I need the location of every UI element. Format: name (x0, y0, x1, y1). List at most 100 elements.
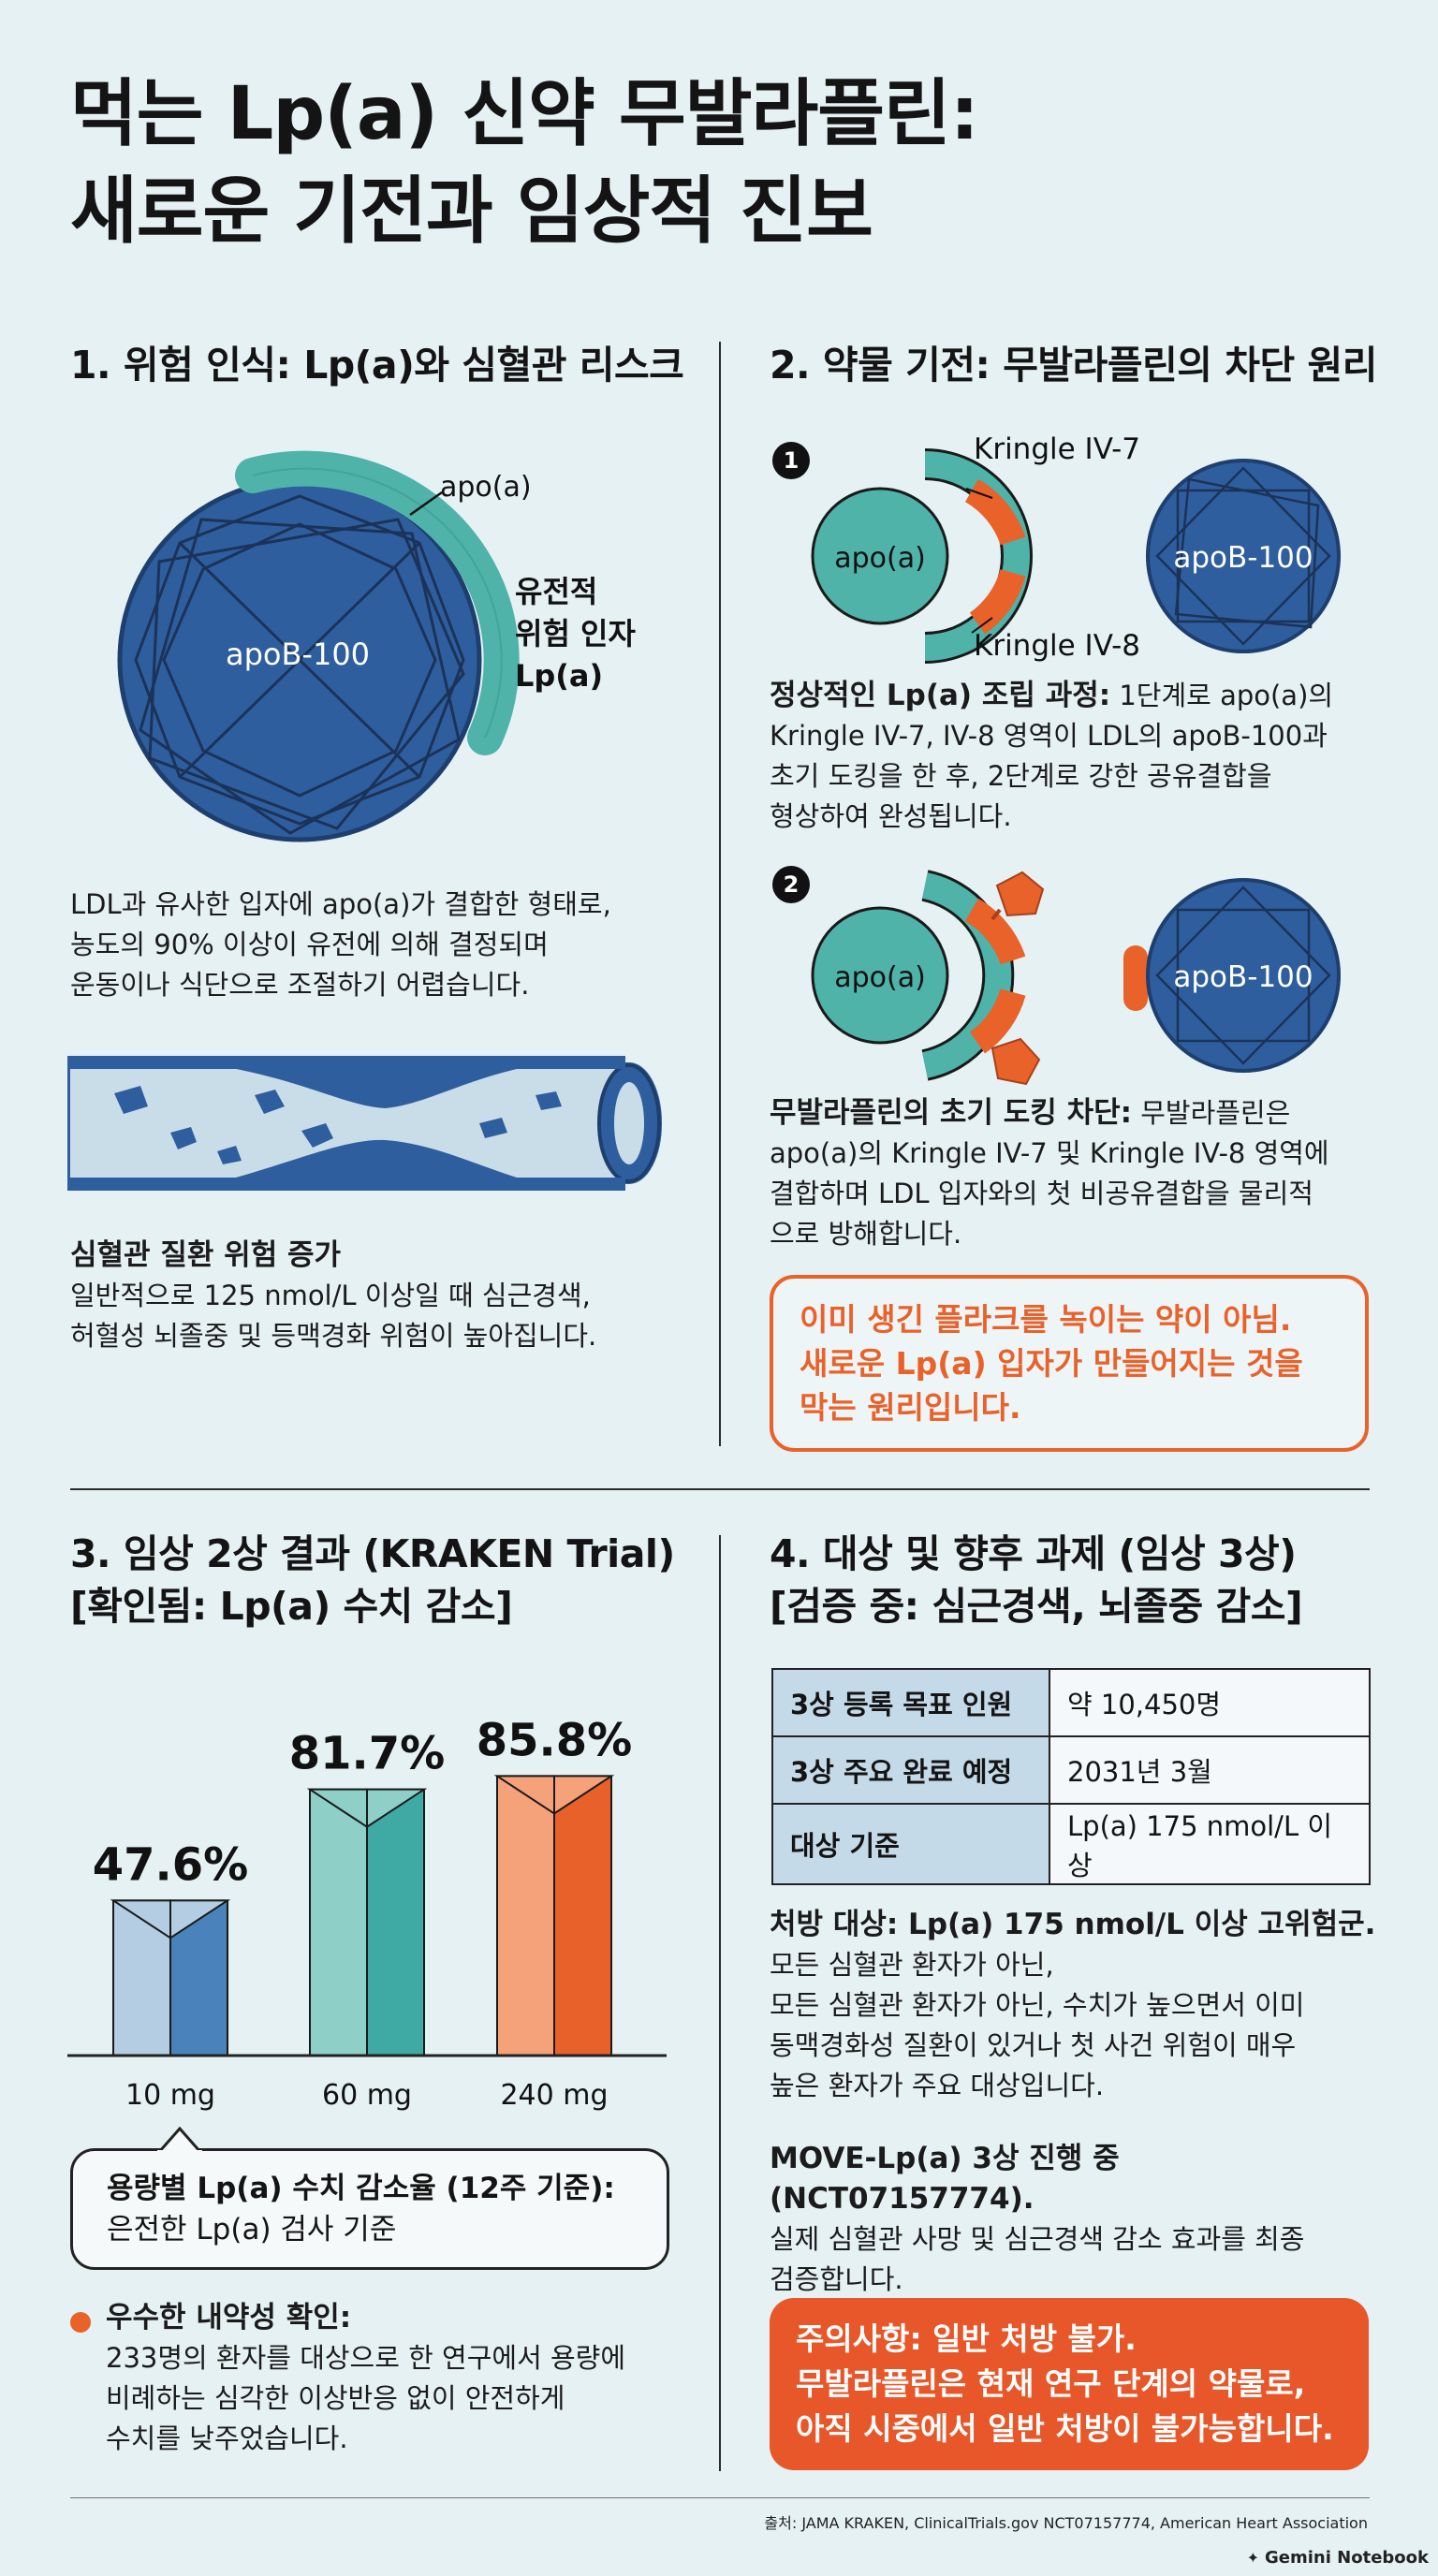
risk-block: 심혈관 질환 위험 증가 일반적으로 125 nmol/L 이상일 때 심근경색… (70, 1236, 688, 1356)
table-cell-value: 약 10,450명 (1049, 1668, 1371, 1737)
prescription-line: 모든 심혈관 환자가 아닌, (770, 1949, 1054, 1981)
blocking-line: 결합하며 LDL 입자와의 첫 비공유결합을 물리적 (770, 1178, 1313, 1209)
table-cell-label: 대상 기준 (771, 1803, 1050, 1885)
risk-line: 일반적으로 125 nmol/L 이상일 때 심근경색, (70, 1280, 591, 1311)
normal-assembly-diagram: apo(a) Kringle IV-7 Kringle IV-8 apoB-10… (811, 432, 1341, 664)
sparkle-icon: ✦ (1246, 2549, 1259, 2567)
apob-label-step2: apoB-100 (1173, 960, 1313, 994)
apoa-label-step1: apo(a) (834, 542, 926, 575)
bubble-pointer (157, 2127, 202, 2153)
bar (110, 1899, 231, 2056)
prescription-line: 모든 심혈관 환자가 아닌, 수치가 높으면서 이미 (770, 1989, 1305, 2021)
bar-value-label: 85.8% (477, 1714, 633, 1766)
callout-line: 새로운 Lp(a) 입자가 만들어지는 것을 (800, 1345, 1303, 1382)
tolerability-bullet (70, 2312, 91, 2333)
section1-desc-line: 농도의 90% 이상이 유전에 의해 결정되며 (70, 929, 549, 960)
normal-assembly-line: 초기 도킹을 한 후, 2단계로 강한 공유결합을 (770, 760, 1272, 792)
divider-vertical-top (719, 342, 721, 1446)
move-trial-title: MOVE-Lp(a) 3상 진행 중 (NCT07157774). (770, 2142, 1120, 2216)
chart-caption-bubble: 용량별 Lp(a) 수치 감소율 (12주 기준): 은전한 Lp(a) 검사 … (70, 2148, 669, 2270)
divider-horizontal-middle (70, 1488, 1370, 1490)
prescription-line: 동맥경화성 질환이 있거나 첫 사건 위험이 매우 (770, 2029, 1297, 2061)
blocked-docking-diagram: apo(a) apoB-100 (811, 870, 1341, 1086)
caution-line: 무발라플린은 현재 연구 단계의 약물로, (796, 2365, 1306, 2402)
normal-assembly-line: Kringle IV-7, IV-8 영역이 LDL의 apoB-100과 (770, 720, 1328, 752)
phase3-info-table: 3상 등록 목표 인원 약 10,450명 3상 주요 완료 예정 2031년 … (771, 1668, 1371, 1885)
brand-name: Gemini Notebook (1265, 2548, 1429, 2568)
blocking-line: apo(a)의 Kringle IV-7 및 Kringle IV-8 영역에 (770, 1137, 1329, 1169)
brand-mark: ✦ Gemini Notebook (1247, 2548, 1429, 2568)
normal-assembly-title: 정상적인 Lp(a) 조립 과정: (770, 679, 1111, 712)
apoa-label-step2: apo(a) (834, 961, 926, 994)
move-trial-line: 실제 심혈관 사망 및 심근경색 감소 효과를 최종 (770, 2223, 1305, 2255)
prescription-target-title: 처방 대상: Lp(a) 175 nmol/L 이상 고위험군. (770, 1908, 1376, 1941)
artery-plaque-icon (67, 1056, 662, 1191)
tolerability-line: 233명의 환자를 대상으로 한 연구에서 용량에 (106, 2342, 626, 2374)
section1-description: LDL과 유사한 입자에 apo(a)가 결합한 형태로, 농도의 90% 이상… (70, 885, 688, 1005)
tolerability-line: 수치를 낮주었습니다. (106, 2422, 348, 2454)
table-cell-label: 3상 등록 목표 인원 (771, 1668, 1050, 1737)
section3-heading-line1: 3. 임상 2상 결과 (KRAKEN Trial) (70, 1531, 675, 1576)
step2-badge: 2 (772, 866, 810, 903)
genetic-label-3: Lp(a) (515, 658, 603, 694)
section3-heading: 3. 임상 2상 결과 (KRAKEN Trial) [확인됨: Lp(a) 수… (70, 1528, 675, 1632)
tolerability-title: 우수한 내약성 확인: (106, 2301, 352, 2334)
prescription-line: 높은 환자가 주요 대상입니다. (770, 2070, 1105, 2101)
blocking-line: 무발라플린은 (1132, 1097, 1291, 1129)
section1-heading: 1. 위험 인식: Lp(a)와 심혈관 리스크 (70, 343, 684, 388)
section1-desc-line: LDL과 유사한 입자에 apo(a)가 결합한 형태로, (70, 888, 611, 920)
table-cell-value: Lp(a) 175 nmol/L 이상 (1049, 1803, 1371, 1885)
mechanism-callout: 이미 생긴 플라크를 녹이는 약이 아님. 새로운 Lp(a) 입자가 만들어지… (770, 1275, 1369, 1452)
move-trial-block: MOVE-Lp(a) 3상 진행 중 (NCT07157774). 실제 심혈관… (770, 2139, 1387, 2300)
tolerability-block: 우수한 내약성 확인: 233명의 환자를 대상으로 한 연구에서 용량에 비례… (106, 2298, 686, 2459)
apob-label: apoB-100 (226, 637, 370, 672)
normal-assembly-line: 형상하여 완성됩니다. (770, 800, 1012, 832)
normal-assembly-line: 1단계로 apo(a)의 (1110, 680, 1334, 711)
risk-title: 심혈관 질환 위험 증가 (70, 1238, 342, 1272)
section4-heading: 4. 대상 및 향후 과제 (임상 3상) [검증 중: 심근경색, 뇌졸중 감… (770, 1528, 1303, 1632)
bar-category-label: 60 mg (322, 2079, 412, 2112)
genetic-label-1: 유전적 (515, 574, 597, 609)
divider-vertical-bottom (719, 1535, 721, 2471)
kringle-iv7-label: Kringle IV-7 (974, 432, 1140, 466)
caution-line: 주의사항: 일반 처방 불가. (796, 2320, 1137, 2357)
apob-label-step1: apoB-100 (1173, 541, 1313, 575)
chart-caption-subtitle: 은전한 Lp(a) 검사 기준 (107, 2213, 397, 2247)
callout-line: 이미 생긴 플라크를 녹이는 약이 아님. (800, 1301, 1292, 1338)
dose-response-bar-chart: 47.6% 10 mg 81.7% 60 mg 85.8% 240 mg (67, 1714, 667, 2112)
source-citation: 출처: JAMA KRAKEN, ClinicalTrials.gov NCT0… (764, 2514, 1368, 2532)
step1-badge: 1 (772, 442, 810, 479)
move-trial-line: 검증합니다. (770, 2263, 903, 2295)
kringle-iv8-label: Kringle IV-8 (974, 629, 1140, 663)
table-row: 3상 주요 완료 예정 2031년 3월 (771, 1735, 1371, 1805)
callout-line: 막는 원리입니다. (800, 1389, 1021, 1426)
section4-heading-line2: [검증 중: 심근경색, 뇌졸중 감소] (770, 1584, 1303, 1629)
divider-footer (70, 2497, 1370, 2498)
page-title: 먹는 Lp(a) 신약 무발라플린: 새로운 기전과 임상적 진보 (70, 66, 1381, 260)
section3-heading-line2: [확인됨: Lp(a) 수치 감소] (70, 1584, 513, 1629)
bar (306, 1788, 428, 2057)
bar-value-label: 47.6% (93, 1838, 249, 1891)
table-row: 대상 기준 Lp(a) 175 nmol/L 이상 (771, 1803, 1371, 1885)
risk-line: 허혈성 뇌졸중 및 등맥경화 위험이 높아집니다. (70, 1320, 597, 1352)
caution-box: 주의사항: 일반 처방 불가. 무발라플린은 현재 연구 단계의 약물로, 아직… (770, 2298, 1369, 2470)
table-cell-label: 3상 주요 완료 예정 (771, 1735, 1050, 1805)
lpa-particle-diagram: apoB-100 apo(a) 유전적 위험 인자 Lp(a) (117, 450, 636, 842)
blocking-line: 으로 방해합니다. (770, 1218, 962, 1250)
genetic-label-2: 위험 인자 (515, 616, 636, 651)
title-line-1: 먹는 Lp(a) 신약 무발라플린: (70, 72, 979, 156)
table-row: 3상 등록 목표 인원 약 10,450명 (771, 1668, 1371, 1737)
apoa-label: apo(a) (440, 471, 532, 504)
table-cell-value: 2031년 3월 (1049, 1735, 1371, 1805)
bar-category-label: 240 mg (500, 2079, 608, 2112)
chart-caption-title: 용량별 Lp(a) 수치 감소율 (12주 기준): (107, 2172, 615, 2205)
normal-assembly-text: 정상적인 Lp(a) 조립 과정: 1단계로 apo(a)의 Kringle I… (770, 676, 1387, 837)
bar (493, 1775, 615, 2057)
tolerability-line: 비례하는 심각한 이상반응 없이 안전하게 (106, 2382, 565, 2414)
blocking-title: 무발라플린의 초기 도킹 차단: (770, 1096, 1133, 1130)
bar-value-label: 81.7% (289, 1728, 446, 1780)
section1-desc-line: 운동이나 식단으로 조절하기 어렵습니다. (70, 969, 530, 1001)
section2-heading: 2. 약물 기전: 무발라플린의 차단 원리 (770, 343, 1377, 388)
bar-category-label: 10 mg (125, 2079, 215, 2112)
section4-heading-line1: 4. 대상 및 향후 과제 (임상 3상) (770, 1531, 1297, 1576)
